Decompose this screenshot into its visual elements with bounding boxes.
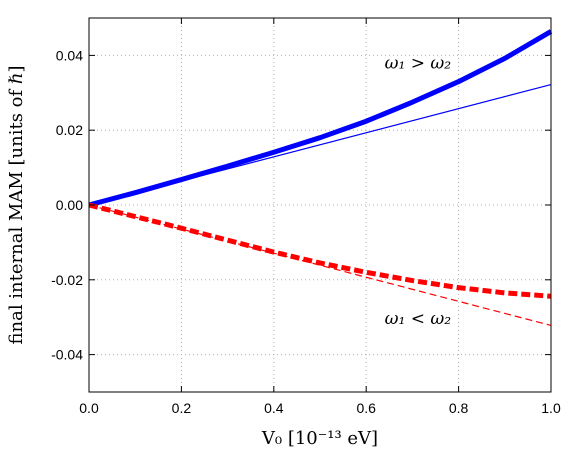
annotation-label: ω₁ < ω₂ xyxy=(385,309,452,329)
x-tick-label: 0.8 xyxy=(449,400,469,416)
grid-lines xyxy=(88,18,552,392)
x-tick-label: 1.0 xyxy=(541,400,561,416)
ticks: 0.0 0.2 0.4 0.6 0.8 1.0 -0.04 -0.02 0.00 0.02 0.04 xyxy=(51,18,561,416)
y-tick-label: 0.00 xyxy=(56,197,83,213)
annotation-label: ω₁ > ω₂ xyxy=(385,53,452,73)
x-tick-label: 0.2 xyxy=(172,400,192,416)
y-tick-label: 0.02 xyxy=(56,122,83,138)
series-line-1 xyxy=(88,29,553,208)
y-axis-label: final internal MAM [units of ℏ] xyxy=(6,65,27,344)
y-tick-label: 0.04 xyxy=(56,47,83,63)
x-tick-label: 0.6 xyxy=(356,400,376,416)
series-line-2 xyxy=(88,83,552,206)
x-tick-label: 0.4 xyxy=(264,400,284,416)
series-line-3 xyxy=(88,202,552,299)
y-tick-label: -0.04 xyxy=(51,347,83,363)
series-group xyxy=(88,29,553,327)
x-axis-label: V₀ [10⁻¹³ eV] xyxy=(261,428,378,449)
y-tick-label: -0.02 xyxy=(51,272,83,288)
x-tick-label: 0.0 xyxy=(79,400,99,416)
series-line-4 xyxy=(88,204,552,327)
annotations: ω₁ > ω₂ ω₁ < ω₂ xyxy=(385,53,452,328)
